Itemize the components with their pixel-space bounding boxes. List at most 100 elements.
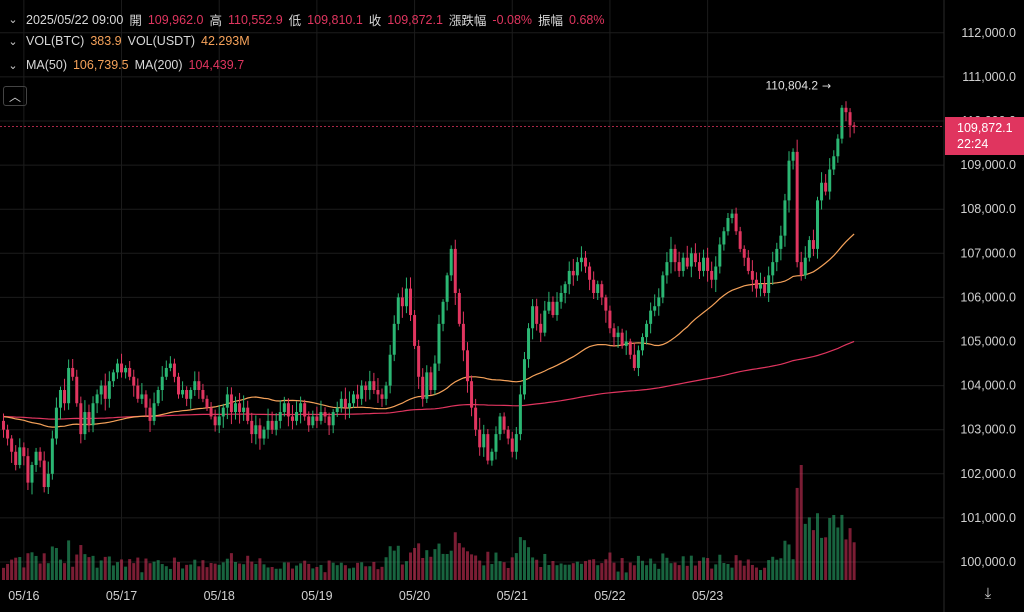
candle-body	[470, 381, 474, 408]
volume-bar	[87, 557, 91, 580]
candle-body	[726, 218, 730, 232]
candle-body	[217, 416, 221, 426]
candle-body	[494, 434, 498, 452]
volume-bar	[388, 546, 392, 580]
ma200-label: MA(200)	[134, 58, 183, 72]
candle-body	[295, 412, 299, 421]
volume-bar	[352, 567, 356, 580]
volume-bar	[164, 566, 168, 580]
candle-body	[710, 270, 714, 280]
candle-body	[221, 407, 225, 417]
volume-bar	[514, 553, 518, 580]
candle-body	[803, 257, 807, 276]
candle-body	[453, 248, 457, 293]
candle-body	[205, 398, 209, 408]
candle-body	[661, 275, 665, 298]
chevron-down-icon[interactable]: ⌄	[8, 59, 18, 72]
volume-bar	[323, 572, 327, 580]
volume-bar	[486, 551, 490, 580]
vol-btc-label: VOL(BTC)	[26, 34, 85, 48]
candle-body	[67, 367, 71, 404]
volume-bar	[384, 557, 388, 580]
volume-bar	[270, 566, 274, 580]
volume-bar	[2, 567, 5, 580]
candle-body	[331, 412, 335, 426]
volume-bar	[799, 465, 803, 580]
candle-body	[319, 412, 323, 421]
candle-body	[10, 438, 14, 452]
candle-body	[364, 385, 368, 391]
price-tick-label: 107,000.0	[960, 246, 1016, 260]
candle-body	[836, 138, 840, 157]
max-price-label: 110,804.2	[766, 79, 819, 93]
change-value: -0.08%	[492, 12, 533, 27]
candle-body	[417, 345, 421, 377]
candle-body	[783, 200, 787, 236]
volume-bar	[470, 554, 474, 580]
candle-body	[518, 394, 522, 435]
candle-body	[811, 240, 815, 249]
volume-bar	[697, 560, 701, 580]
volume-bar	[278, 568, 282, 580]
volume-bar	[229, 553, 233, 580]
candle-body	[775, 248, 779, 263]
volume-bar	[750, 564, 754, 580]
candle-body	[266, 420, 270, 430]
candle-body	[258, 425, 262, 439]
candle-body	[14, 451, 18, 465]
candle-body	[567, 270, 571, 285]
amplitude-value: 0.68%	[569, 12, 605, 27]
chevron-down-icon[interactable]: ⌄	[8, 35, 18, 48]
price-tick-label: 108,000.0	[960, 202, 1016, 216]
candle-datetime: 2025/05/22 09:00	[26, 12, 124, 27]
candle-body	[706, 257, 710, 271]
volume-bar	[657, 568, 661, 580]
volume-bar	[600, 563, 604, 580]
volume-bar	[681, 556, 685, 580]
volume-bar	[75, 554, 79, 580]
candle-body	[262, 429, 266, 439]
vol-btc-value: 383.9	[90, 34, 122, 48]
volume-bar	[46, 563, 50, 580]
time-axis[interactable]: 05/16 05/17 05/18 05/19 05/20 05/21 05/22 05/23	[8, 589, 723, 603]
volume-bar	[193, 559, 197, 580]
volume-bar	[494, 552, 498, 580]
candle-body	[347, 403, 351, 408]
price-axis[interactable]: 100,000.0 101,000.0 102,000.0 103,000.0 104,…	[960, 26, 1016, 569]
volume-bar	[433, 549, 437, 580]
volume-bar	[620, 558, 624, 580]
candle-body	[588, 266, 592, 280]
volume-bar	[319, 564, 323, 580]
reset-scale-icon[interactable]: ⤓	[984, 585, 992, 602]
candle-body	[779, 235, 783, 249]
time-tick-label: 05/20	[399, 589, 430, 603]
volume-bar	[828, 518, 832, 580]
candle-body	[286, 403, 290, 417]
candle-body	[209, 407, 213, 417]
collapse-indicators-button[interactable]: ︿	[3, 86, 27, 106]
volume-bar	[474, 555, 478, 580]
candle-body	[734, 213, 738, 232]
volume-bar	[604, 559, 608, 580]
max-arrow-icon: →	[822, 80, 831, 93]
candle-body	[213, 416, 217, 426]
candle-body	[75, 376, 79, 404]
candle-body	[95, 394, 99, 404]
volume-bar	[816, 513, 819, 580]
price-tick-label: 109,000.0	[960, 158, 1016, 172]
candle-body	[54, 407, 58, 439]
volume-bar	[50, 546, 54, 580]
candle-body	[413, 315, 417, 346]
price-tick-label: 111,000.0	[962, 70, 1016, 84]
volume-bar	[563, 564, 567, 580]
volume-bar	[502, 562, 506, 580]
candle-body	[229, 394, 233, 413]
chevron-down-icon[interactable]: ⌄	[8, 14, 18, 26]
candle-body	[425, 372, 429, 399]
volume-bar	[286, 562, 290, 580]
volume-bar	[543, 553, 547, 580]
volume-bar	[376, 569, 380, 580]
volume-bar	[706, 558, 710, 580]
open-value: 109,962.0	[147, 12, 204, 27]
